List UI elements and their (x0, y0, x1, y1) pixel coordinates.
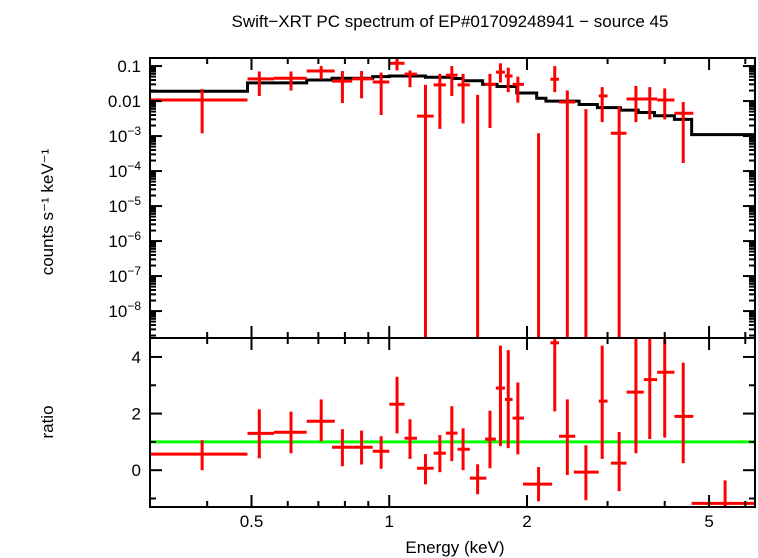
chart-title: Swift−XRT PC spectrum of EP#01709248941 … (232, 12, 669, 31)
ratio-panel-frame (149, 337, 756, 508)
y-tick-label-ratio: 2 (132, 405, 141, 424)
y-tick-label-spectrum: 0.01 (108, 92, 141, 111)
x-axis-title: Energy (keV) (405, 538, 504, 557)
y-axis-title-spectrum: counts s⁻¹ keV⁻¹ (38, 148, 57, 275)
y-tick-label-spectrum: 10−4 (108, 159, 141, 181)
y-tick-label-spectrum: 10−6 (108, 229, 141, 251)
x-tick-label: 1 (385, 512, 394, 531)
x-tick-label: 2 (522, 512, 531, 531)
y-tick-label-spectrum: 10−7 (108, 264, 141, 286)
y-tick-label-spectrum: 10−5 (108, 194, 141, 216)
y-tick-label-ratio: 0 (132, 461, 141, 480)
y-tick-label-ratio: 4 (132, 348, 141, 367)
plot-marks: 0.5 1 2 5 0.1 0.01 10−3 10−4 10−5 10−6 10−7 10−8 0 2 4 (108, 57, 756, 531)
y-tick-label-spectrum: 10−3 (108, 124, 141, 146)
y-tick-label-spectrum: 0.1 (117, 57, 141, 76)
y-axis-title-ratio: ratio (38, 405, 57, 438)
x-tick-label: 0.5 (240, 512, 264, 531)
y-tick-label-spectrum: 10−8 (108, 299, 141, 321)
x-tick-label: 5 (704, 512, 713, 531)
